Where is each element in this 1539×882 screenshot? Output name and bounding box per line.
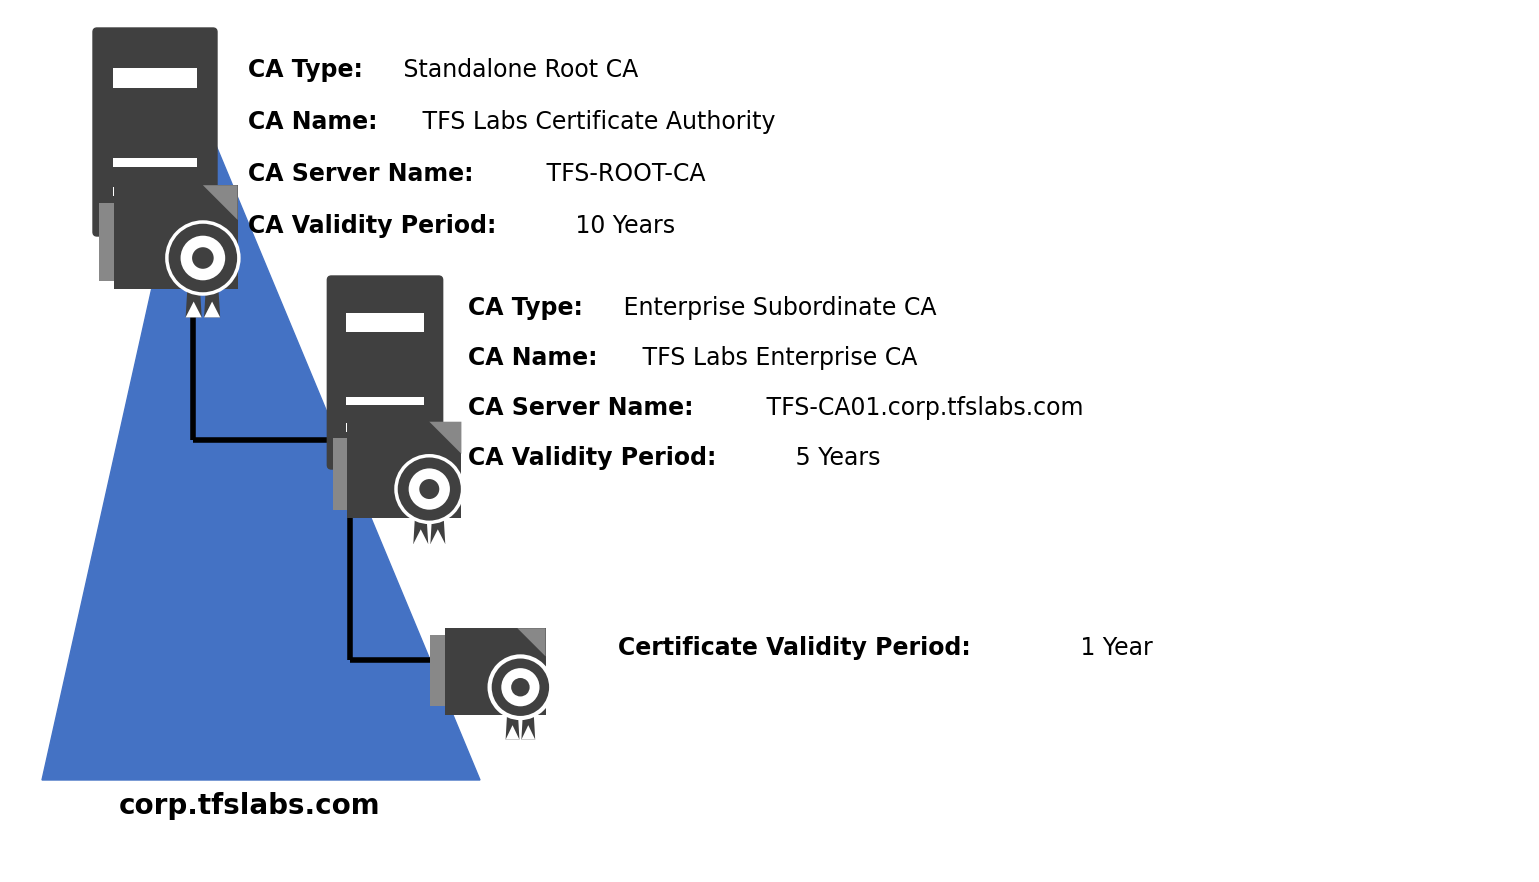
Polygon shape (42, 95, 480, 780)
Polygon shape (431, 529, 445, 544)
Bar (346, 422, 462, 518)
Text: CA Validity Period:: CA Validity Period: (248, 214, 497, 238)
Bar (114, 158, 197, 167)
Bar (429, 635, 516, 706)
Text: TFS Labs Enterprise CA: TFS Labs Enterprise CA (636, 346, 917, 370)
FancyBboxPatch shape (92, 28, 217, 236)
Circle shape (511, 678, 529, 697)
Polygon shape (414, 529, 428, 544)
Text: 1 Year: 1 Year (1073, 636, 1153, 660)
Bar (445, 628, 546, 715)
Text: Standalone Root CA: Standalone Root CA (396, 58, 639, 82)
Text: Certificate Validity Period:: Certificate Validity Period: (619, 636, 971, 660)
Polygon shape (522, 725, 536, 740)
Polygon shape (186, 302, 202, 318)
Bar (114, 187, 197, 196)
Polygon shape (431, 518, 445, 544)
FancyBboxPatch shape (328, 276, 443, 469)
Text: CA Server Name:: CA Server Name: (248, 162, 474, 186)
Text: CA Type:: CA Type: (248, 58, 363, 82)
Polygon shape (506, 714, 520, 740)
Text: 5 Years: 5 Years (788, 446, 880, 470)
Bar (332, 438, 422, 510)
Text: Enterprise Subordinate CA: Enterprise Subordinate CA (616, 296, 937, 320)
Circle shape (192, 247, 214, 269)
Text: TFS-ROOT-CA: TFS-ROOT-CA (539, 162, 705, 186)
Polygon shape (186, 288, 202, 318)
Polygon shape (517, 628, 546, 656)
Text: corp.tfslabs.com: corp.tfslabs.com (119, 792, 380, 820)
Text: CA Name:: CA Name: (248, 110, 377, 134)
Text: CA Type:: CA Type: (468, 296, 583, 320)
Polygon shape (205, 288, 220, 318)
Circle shape (166, 222, 239, 294)
Bar (98, 203, 195, 280)
Circle shape (489, 656, 551, 718)
Bar (346, 313, 423, 332)
Text: 10 Years: 10 Years (568, 214, 676, 238)
Polygon shape (205, 302, 220, 318)
Text: TFS Labs Certificate Authority: TFS Labs Certificate Authority (416, 110, 776, 134)
Polygon shape (203, 185, 237, 220)
Text: CA Validity Period:: CA Validity Period: (468, 446, 716, 470)
Circle shape (396, 456, 463, 522)
Bar (346, 423, 423, 431)
Polygon shape (506, 725, 520, 740)
Circle shape (409, 468, 449, 510)
Polygon shape (522, 714, 536, 740)
Circle shape (419, 479, 439, 499)
Bar (114, 68, 197, 88)
Bar (114, 185, 237, 289)
Polygon shape (414, 518, 428, 544)
Bar (346, 397, 423, 405)
Circle shape (502, 669, 540, 706)
Text: CA Server Name:: CA Server Name: (468, 396, 694, 420)
Circle shape (180, 235, 225, 280)
Text: CA Name:: CA Name: (468, 346, 597, 370)
Text: TFS-CA01.corp.tfslabs.com: TFS-CA01.corp.tfslabs.com (759, 396, 1083, 420)
Polygon shape (429, 422, 462, 454)
